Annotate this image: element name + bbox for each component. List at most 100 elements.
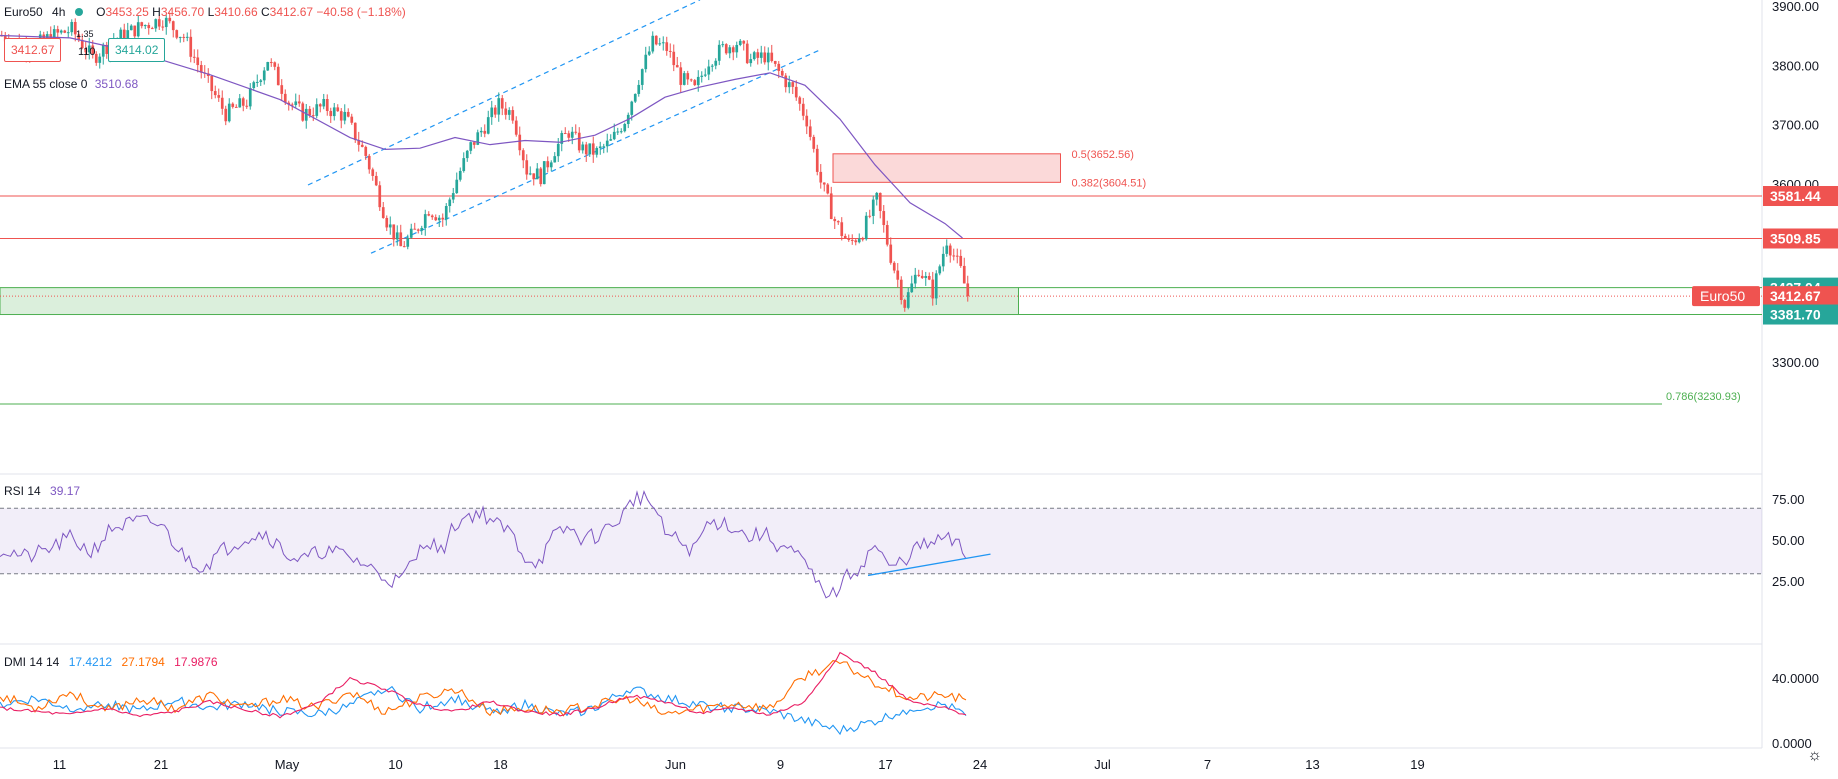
candle-body[interactable] — [133, 25, 137, 37]
candle-body[interactable] — [745, 43, 749, 64]
candle-body[interactable] — [276, 66, 280, 86]
candle-body[interactable] — [574, 131, 578, 133]
candle-body[interactable] — [934, 273, 938, 299]
candle-body[interactable] — [413, 228, 417, 230]
candle-body[interactable] — [808, 126, 812, 137]
candle-body[interactable] — [185, 36, 189, 38]
candle-body[interactable] — [938, 266, 942, 274]
candle-body[interactable] — [458, 170, 462, 180]
candle-body[interactable] — [395, 232, 399, 240]
candle-body[interactable] — [581, 144, 585, 151]
candle-body[interactable] — [889, 244, 893, 263]
candle-body[interactable] — [157, 19, 161, 27]
candle-body[interactable] — [773, 61, 777, 64]
ema55-line[interactable] — [0, 34, 963, 239]
candle-body[interactable] — [882, 211, 886, 226]
candle-body[interactable] — [794, 86, 798, 98]
candle-body[interactable] — [283, 93, 287, 103]
candle-body[interactable] — [374, 175, 378, 186]
candle-body[interactable] — [619, 131, 623, 133]
candle-body[interactable] — [304, 108, 308, 121]
candle-body[interactable] — [539, 168, 543, 185]
candle-body[interactable] — [63, 30, 67, 33]
rsi-trendline[interactable] — [867, 553, 991, 577]
candle-body[interactable] — [455, 179, 459, 194]
candle-body[interactable] — [262, 70, 266, 81]
candle-body[interactable] — [605, 140, 609, 147]
candle-body[interactable] — [339, 111, 343, 121]
candle-body[interactable] — [871, 199, 875, 216]
candle-body[interactable] — [91, 45, 95, 54]
candle-body[interactable] — [350, 116, 354, 123]
rsi-pane[interactable] — [0, 489, 1762, 599]
candle-body[interactable] — [504, 108, 508, 115]
candle-body[interactable] — [52, 29, 56, 44]
candle-body[interactable] — [164, 17, 168, 28]
candle-body[interactable] — [56, 29, 60, 33]
candle-body[interactable] — [136, 22, 140, 37]
candle-body[interactable] — [840, 222, 844, 236]
candle-body[interactable] — [196, 57, 200, 66]
candle-body[interactable] — [241, 98, 245, 106]
candle-body[interactable] — [644, 54, 648, 70]
candle-body[interactable] — [693, 80, 697, 86]
candle-body[interactable] — [287, 102, 291, 105]
candle-body[interactable] — [570, 131, 574, 138]
candle-body[interactable] — [161, 26, 165, 28]
candle-body[interactable] — [353, 122, 357, 141]
candle-body[interactable] — [843, 235, 847, 239]
candle-body[interactable] — [430, 215, 434, 218]
candle-body[interactable] — [94, 53, 98, 63]
candle-body[interactable] — [595, 148, 599, 155]
candle-body[interactable] — [784, 75, 788, 88]
candle-body[interactable] — [140, 22, 144, 27]
candle-body[interactable] — [315, 104, 319, 116]
candle-body[interactable] — [735, 44, 739, 53]
candle-body[interactable] — [227, 103, 231, 122]
candle-body[interactable] — [913, 274, 917, 284]
candle-body[interactable] — [630, 101, 634, 115]
candle-body[interactable] — [511, 110, 515, 121]
candle-body[interactable] — [119, 29, 123, 39]
candle-body[interactable] — [87, 45, 91, 53]
candle-body[interactable] — [658, 43, 662, 45]
candle-body[interactable] — [525, 160, 529, 175]
candle-body[interactable] — [931, 279, 935, 299]
candle-body[interactable] — [465, 150, 469, 159]
candle-body[interactable] — [462, 158, 466, 171]
candle-body[interactable] — [924, 276, 928, 279]
candle-body[interactable] — [178, 36, 182, 38]
candle-body[interactable] — [437, 217, 441, 221]
candle-body[interactable] — [850, 239, 854, 241]
candle-body[interactable] — [952, 255, 956, 257]
candle-body[interactable] — [927, 276, 931, 280]
candle-body[interactable] — [637, 84, 641, 94]
fib-resistance-zone[interactable] — [832, 153, 1061, 183]
candle-body[interactable] — [252, 82, 256, 89]
candle-body[interactable] — [371, 169, 375, 176]
candle-body[interactable] — [686, 73, 690, 80]
candle-body[interactable] — [756, 52, 760, 58]
candle-body[interactable] — [945, 245, 949, 254]
candle-body[interactable] — [329, 110, 333, 117]
candle-body[interactable] — [105, 44, 109, 54]
candle-body[interactable] — [220, 97, 224, 109]
candle-body[interactable] — [616, 131, 620, 133]
candle-body[interactable] — [623, 124, 627, 132]
candle-body[interactable] — [217, 95, 221, 98]
candle-body[interactable] — [444, 206, 448, 220]
candle-body[interactable] — [269, 62, 273, 64]
candle-body[interactable] — [199, 65, 203, 73]
candle-body[interactable] — [868, 215, 872, 217]
candle-body[interactable] — [280, 85, 284, 94]
candle-body[interactable] — [560, 133, 564, 144]
candle-body[interactable] — [770, 52, 774, 62]
candle-body[interactable] — [224, 108, 228, 122]
candle-body[interactable] — [469, 142, 473, 151]
candle-body[interactable] — [679, 67, 683, 85]
dmi-pane[interactable] — [0, 651, 967, 736]
candle-body[interactable] — [920, 275, 924, 279]
candle-body[interactable] — [528, 173, 532, 175]
candle-body[interactable] — [472, 142, 476, 145]
candle-body[interactable] — [759, 52, 763, 58]
